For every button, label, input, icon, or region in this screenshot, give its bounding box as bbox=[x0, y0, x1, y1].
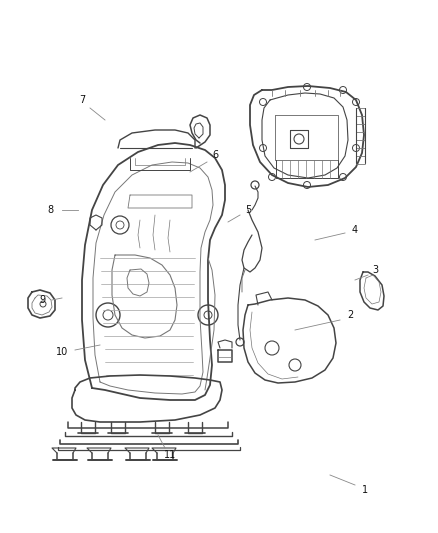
Text: 3: 3 bbox=[372, 265, 378, 275]
Text: 6: 6 bbox=[212, 150, 218, 160]
Text: 2: 2 bbox=[347, 310, 353, 320]
Text: 1: 1 bbox=[362, 485, 368, 495]
Text: 5: 5 bbox=[245, 205, 251, 215]
Text: 9: 9 bbox=[39, 295, 45, 305]
Text: 7: 7 bbox=[79, 95, 85, 105]
Text: 4: 4 bbox=[352, 225, 358, 235]
Text: 8: 8 bbox=[47, 205, 53, 215]
Text: 11: 11 bbox=[164, 450, 176, 460]
Text: 10: 10 bbox=[56, 347, 68, 357]
